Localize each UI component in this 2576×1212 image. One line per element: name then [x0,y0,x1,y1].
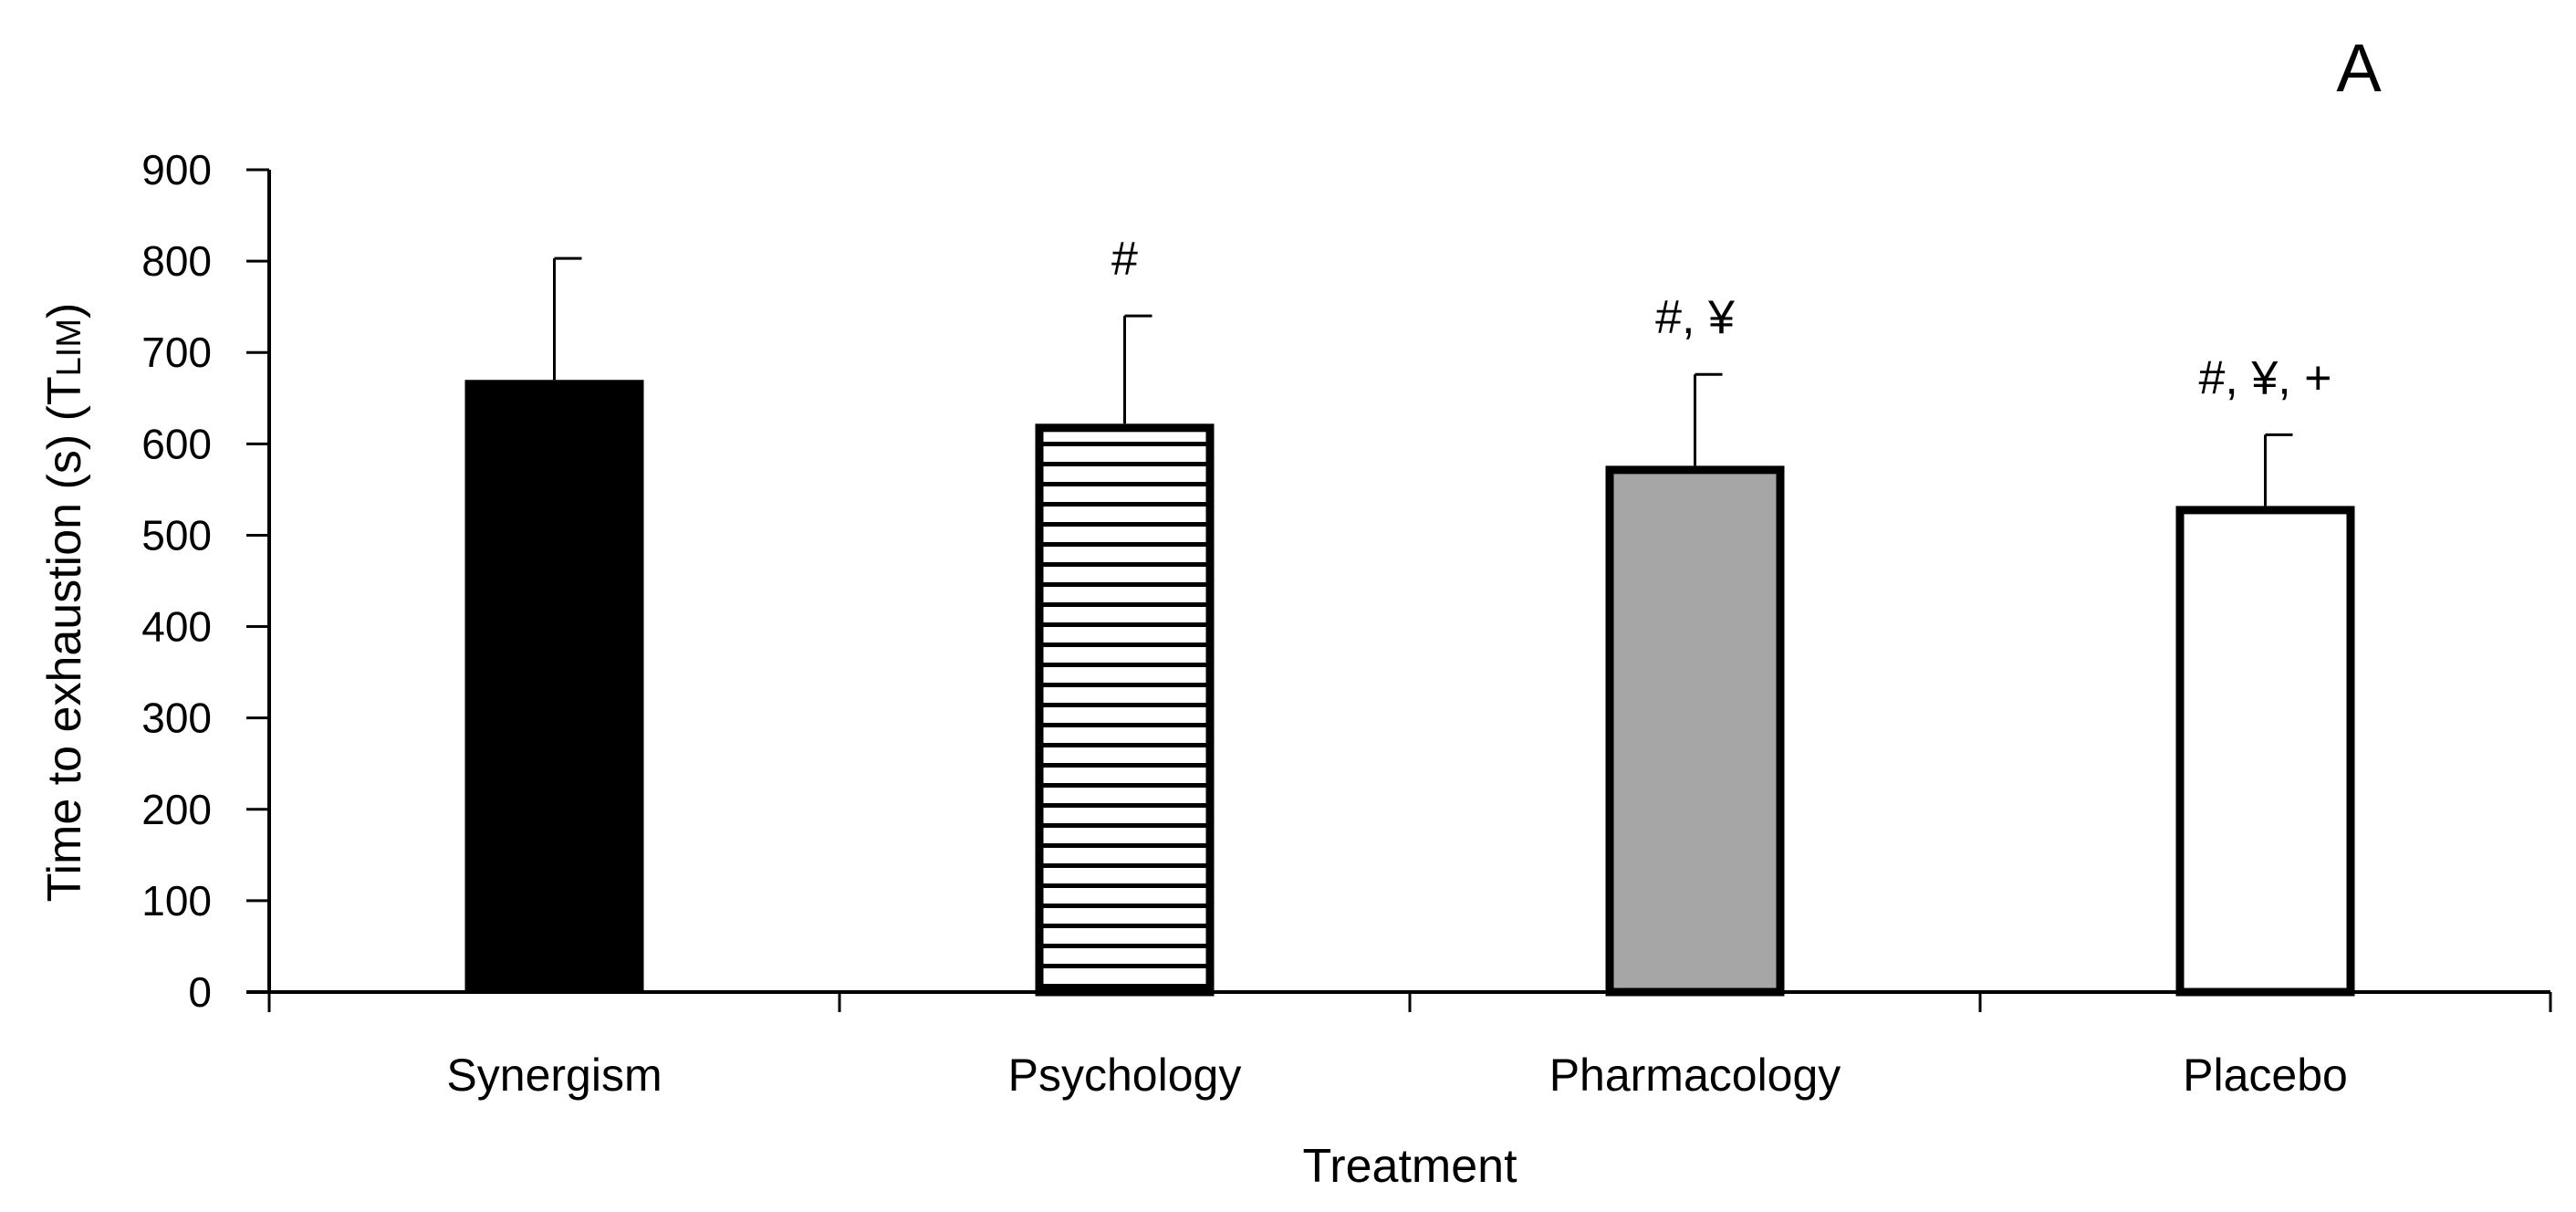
y-axis-title-main: Time to exhaustion (s) (T [38,376,91,902]
y-tick-label-0: 0 [188,968,212,1016]
bars-layer [464,380,2355,997]
y-tick-label-200: 200 [141,786,212,833]
axes-layer [246,168,2552,1012]
y-tick-label-100: 100 [141,877,212,925]
labels-layer: Synergism # Psychology #, ¥ Pharmacology #, ¥… [38,30,2382,1193]
y-axis-title-suffix: ) [38,303,91,319]
x-tick-label-synergism: Synergism [446,1050,662,1101]
error-bars-layer [553,256,2293,507]
y-tick-label-500: 500 [141,511,212,559]
significance-label-psychology: # [1111,233,1138,286]
y-tick-label-800: 800 [141,237,212,285]
significance-label-placebo: #, ¥, + [2199,351,2332,404]
y-tick-label-400: 400 [141,603,212,651]
panel-label: A [2336,30,2382,106]
bar-placebo [2175,506,2355,997]
y-tick-label-900: 900 [141,146,212,193]
bar-pharmacology [1605,465,1785,997]
bar-psychology [1035,423,1215,997]
y-tick-label-300: 300 [141,695,212,742]
y-axis-title: Time to exhaustion (s) (TLIM) [38,303,91,903]
x-axis-title: Treatment [1302,1140,1517,1193]
x-tick-label-psychology: Psychology [1008,1050,1242,1101]
bar-synergism [464,380,644,992]
y-tick-label-700: 700 [141,329,212,376]
significance-label-pharmacology: #, ¥ [1655,291,1735,344]
y-tick-label-600: 600 [141,420,212,467]
x-tick-label-placebo: Placebo [2183,1050,2348,1101]
x-tick-label-pharmacology: Pharmacology [1549,1050,1841,1101]
y-axis-title-subscript: LIM [50,319,89,376]
